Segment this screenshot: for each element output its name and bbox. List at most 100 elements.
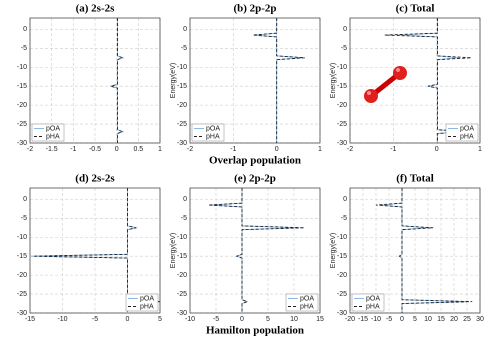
y-tick-label: -25: [17, 291, 27, 298]
x-tick-label: -1: [390, 146, 396, 153]
y-tick-label: -20: [177, 272, 187, 279]
plot-frame: [349, 17, 481, 144]
panel-title: (f) Total: [396, 173, 434, 185]
x-tick-label: 0: [115, 146, 119, 153]
x-tick-label: 1: [318, 146, 322, 153]
panel-title: (c) Total: [396, 3, 435, 15]
y-tick-label: -10: [337, 234, 347, 241]
y-tick-label: 0: [23, 196, 27, 203]
y-tick-label: -20: [337, 102, 347, 109]
legend-label: pOA: [206, 125, 220, 132]
legend-label: pHA: [46, 133, 60, 140]
y-tick-label: -20: [177, 102, 187, 109]
y-tick-label: -15: [337, 83, 347, 90]
y-tick-label: -30: [337, 310, 347, 317]
panel-title: (d) 2s-2s: [75, 173, 115, 185]
y-tick-label: -15: [17, 83, 27, 90]
y-tick-label: 0: [343, 196, 347, 203]
x-tick-label: -15: [25, 316, 35, 323]
x-tick-label: -1: [70, 146, 76, 153]
x-tick-label: -15: [358, 316, 368, 323]
y-tick-label: 0: [183, 196, 187, 203]
series-line: [252, 18, 305, 143]
x-tick-label: 0: [400, 316, 404, 323]
y-axis-label: Energy(eV): [330, 233, 337, 268]
x-axis-label: Hamilton population: [206, 325, 304, 337]
y-tick-label: 0: [23, 26, 27, 33]
x-tick-label: -2: [187, 146, 193, 153]
x-tick-label: -0.5: [89, 146, 101, 153]
y-tick-label: -10: [17, 64, 27, 71]
plot-frame: [189, 17, 321, 144]
x-tick-label: 0: [435, 146, 439, 153]
panel-title: (a) 2s-2s: [76, 3, 116, 15]
x-tick-label: -1.5: [46, 146, 58, 153]
x-tick-label: 0: [240, 316, 244, 323]
legend-label: pOA: [300, 295, 314, 302]
x-tick-label: 1: [478, 146, 482, 153]
y-tick-label: -10: [17, 234, 27, 241]
series-line: [375, 188, 473, 313]
y-tick-label: -25: [337, 291, 347, 298]
y-tick-label: -25: [177, 121, 187, 128]
x-tick-label: -2: [27, 146, 33, 153]
legend-label: pOA: [140, 295, 154, 302]
y-tick-label: -30: [17, 140, 27, 147]
y-tick-label: -15: [177, 253, 187, 260]
legend-label: pHA: [140, 303, 154, 310]
x-tick-label: 5: [158, 316, 162, 323]
y-tick-label: -10: [337, 64, 347, 71]
x-tick-label: -10: [57, 316, 67, 323]
x-tick-label: 10: [290, 316, 298, 323]
y-tick-label: -30: [337, 140, 347, 147]
x-tick-label: -10: [185, 316, 195, 323]
x-tick-label: 0: [275, 146, 279, 153]
series-line: [109, 18, 124, 143]
y-tick-label: -5: [341, 45, 347, 52]
y-tick-label: -30: [177, 310, 187, 317]
y-tick-label: -5: [181, 45, 187, 52]
y-tick-label: -15: [177, 83, 187, 90]
x-tick-label: -20: [345, 316, 355, 323]
x-tick-label: 20: [450, 316, 458, 323]
y-tick-label: -15: [337, 253, 347, 260]
molecule-icon: [364, 66, 407, 103]
y-axis-label: Energy(eV): [170, 233, 177, 268]
y-tick-label: -5: [181, 215, 187, 222]
x-tick-label: 15: [437, 316, 445, 323]
legend-label: pHA: [366, 303, 380, 310]
y-axis-label: Energy(eV): [330, 63, 337, 98]
legend-label: pHA: [300, 303, 314, 310]
y-tick-label: -5: [21, 215, 27, 222]
x-tick-label: 30: [476, 316, 484, 323]
legend-label: pOA: [46, 125, 60, 132]
x-tick-label: 0.5: [133, 146, 143, 153]
x-tick-label: 25: [463, 316, 471, 323]
y-tick-label: -5: [21, 45, 27, 52]
plot-frame: [29, 187, 161, 314]
x-tick-label: 5: [413, 316, 417, 323]
y-tick-label: 0: [183, 26, 187, 33]
panel-title: (e) 2p-2p: [234, 173, 276, 185]
x-tick-label: -10: [371, 316, 381, 323]
x-tick-label: 5: [266, 316, 270, 323]
legend-label: pOA: [366, 295, 380, 302]
x-tick-label: -5: [386, 316, 392, 323]
y-tick-label: -10: [177, 64, 187, 71]
x-tick-label: -5: [92, 316, 98, 323]
y-tick-label: -5: [341, 215, 347, 222]
x-axis-label: Overlap population: [209, 155, 301, 167]
legend-label: pHA: [460, 133, 474, 140]
x-tick-label: -2: [347, 146, 353, 153]
x-tick-label: -5: [213, 316, 219, 323]
plot-frame: [29, 17, 161, 144]
y-tick-label: -20: [337, 272, 347, 279]
y-axis-label: Energy(eV): [170, 63, 177, 98]
y-tick-label: -10: [177, 234, 187, 241]
y-tick-label: -25: [177, 291, 187, 298]
x-tick-label: 1: [158, 146, 162, 153]
y-tick-label: 0: [343, 26, 347, 33]
y-tick-label: -20: [17, 102, 27, 109]
